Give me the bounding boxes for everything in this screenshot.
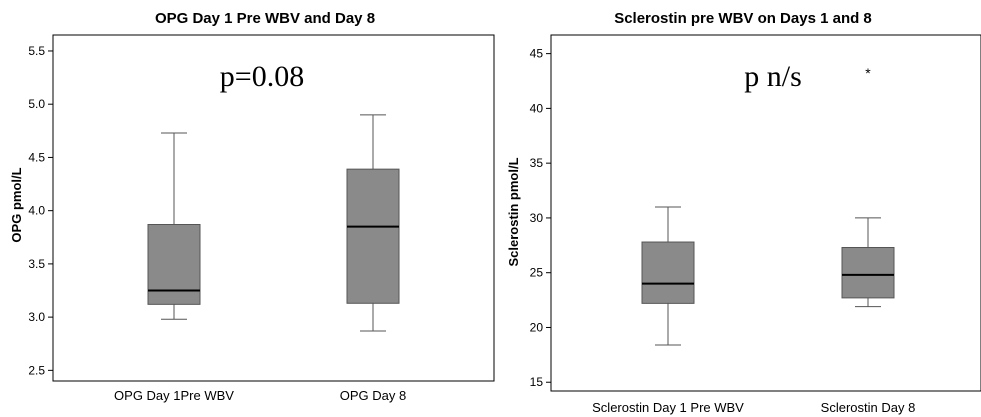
box-series: * (641, 65, 895, 346)
opg-chart: OPG Day 1 Pre WBV and Day 8 OPG pmol/L 2… (9, 10, 495, 403)
y-axis-label: Sclerostin pmol/L (506, 157, 521, 266)
iqr-box (147, 224, 201, 305)
chart-title: Sclerostin pre WBV on Days 1 and 8 (614, 10, 872, 27)
y-tick-label: 15 (530, 375, 544, 389)
y-tick-label: 20 (530, 320, 544, 334)
y-tick-label: 25 (530, 266, 544, 280)
iqr-box (841, 247, 895, 299)
category-label-sclerostin-day8: Sclerostin Day 8 (821, 400, 916, 415)
plot-frame (52, 34, 495, 382)
y-tick-label: 2.5 (28, 363, 45, 377)
plot-frame (550, 34, 981, 392)
category-label-opg-day1: OPG Day 1Pre WBV (114, 388, 234, 403)
y-tick-label: 4.5 (28, 150, 45, 164)
category-label-sclerostin-day1: Sclerostin Day 1 Pre WBV (592, 400, 744, 415)
y-tick-label: 35 (530, 156, 544, 170)
y-tick-label: 45 (530, 47, 544, 61)
box-plot-2: * (841, 65, 895, 308)
y-tick-label: 4.0 (28, 204, 45, 218)
iqr-box (641, 241, 695, 304)
box-plot-1 (147, 132, 201, 320)
p-value-annotation: p n/s (744, 60, 802, 93)
y-tick-label: 40 (530, 101, 544, 115)
iqr-box (346, 168, 400, 304)
sclerostin-chart: Sclerostin pre WBV on Days 1 and 8 Scler… (506, 10, 981, 415)
box-plot-1 (641, 206, 695, 346)
box-series (147, 114, 400, 332)
box-plot-2 (346, 114, 400, 332)
y-tick-label: 5.0 (28, 97, 45, 111)
y-tick-label: 30 (530, 211, 544, 225)
p-value-annotation: p=0.08 (220, 60, 304, 93)
chart-title: OPG Day 1 Pre WBV and Day 8 (155, 10, 375, 27)
y-tick-label: 3.0 (28, 310, 45, 324)
y-tick-label: 3.5 (28, 257, 45, 271)
y-axis-ticks: 15 20 25 30 35 40 45 (530, 47, 551, 389)
outlier-marker: * (865, 65, 871, 81)
y-axis-label: OPG pmol/L (9, 167, 24, 242)
y-axis-ticks: 2.5 3.0 3.5 4.0 4.5 5.0 5.5 (28, 44, 53, 377)
y-tick-label: 5.5 (28, 44, 45, 58)
category-label-opg-day8: OPG Day 8 (340, 388, 406, 403)
